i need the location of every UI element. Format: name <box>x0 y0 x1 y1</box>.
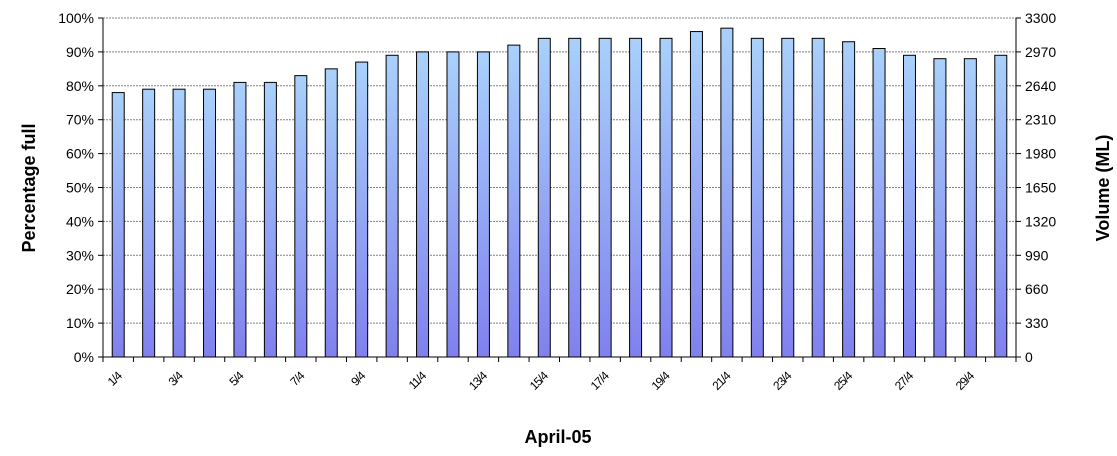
x-tick-label: 15/4 <box>527 368 552 393</box>
bar <box>172 88 186 358</box>
bar <box>203 88 217 358</box>
bar <box>416 51 430 358</box>
y-tick-label-right: 2640 <box>1025 78 1056 94</box>
x-tick-label: 21/4 <box>709 368 734 393</box>
bar <box>811 37 825 358</box>
x-tick-label: 25/4 <box>831 368 856 393</box>
x-tick-label: 27/4 <box>892 368 917 393</box>
bar <box>629 37 643 358</box>
y-tick-label-right: 0 <box>1025 349 1033 365</box>
bar <box>111 92 125 358</box>
bar <box>233 81 247 358</box>
bar <box>842 41 856 358</box>
y-tick-label-left: 40% <box>66 213 94 229</box>
bar <box>994 54 1008 358</box>
bar <box>750 37 764 358</box>
y-tick-label-right: 1650 <box>1025 180 1056 196</box>
bar <box>324 68 338 358</box>
bar <box>781 37 795 358</box>
bars <box>111 27 1008 358</box>
bar <box>446 51 460 358</box>
x-tick-label: 19/4 <box>649 368 674 393</box>
bar <box>902 54 916 358</box>
y-tick-label-left: 20% <box>66 281 94 297</box>
bar <box>476 51 490 358</box>
x-tick-label: 9/4 <box>348 368 369 389</box>
bar <box>933 58 947 358</box>
y-tick-label-right: 1980 <box>1025 146 1056 162</box>
y-tick-label-right: 2310 <box>1025 112 1056 128</box>
y-tick-label-right: 330 <box>1025 315 1049 331</box>
bar <box>142 88 156 358</box>
y-tick-label-left: 10% <box>66 315 94 331</box>
bar <box>294 75 308 358</box>
y-tick-label-right: 990 <box>1025 247 1049 263</box>
x-tick-label: 3/4 <box>166 368 187 389</box>
x-tick-label: 17/4 <box>588 368 613 393</box>
y-tick-label-right: 3300 <box>1025 10 1056 26</box>
x-axis-title: April-05 <box>524 427 591 447</box>
x-tick-label: 7/4 <box>287 368 308 389</box>
bar <box>507 44 521 358</box>
gridlines <box>103 17 1016 324</box>
y-axis-title-left: Percentage full <box>19 123 39 252</box>
y-tick-label-left: 50% <box>66 180 94 196</box>
bar <box>263 81 277 358</box>
x-tick-label: 29/4 <box>953 368 978 393</box>
y-tick-label-right: 660 <box>1025 281 1049 297</box>
x-tick-label: 1/4 <box>105 368 126 389</box>
y-tick-label-left: 30% <box>66 247 94 263</box>
y-tick-label-left: 60% <box>66 146 94 162</box>
bar <box>720 27 734 358</box>
y-tick-label-left: 0% <box>74 349 94 365</box>
bar <box>872 48 886 358</box>
y-tick-label-left: 100% <box>58 10 94 26</box>
y-tick-label-left: 70% <box>66 112 94 128</box>
y-axis-title-right: Volume (ML) <box>1093 135 1113 242</box>
bar <box>963 58 977 358</box>
bar <box>355 61 369 358</box>
bar <box>568 37 582 358</box>
x-tick-label: 5/4 <box>226 368 247 389</box>
bar <box>659 37 673 358</box>
bar <box>689 31 703 358</box>
bar <box>598 37 612 358</box>
bar <box>385 54 399 358</box>
x-tick-label: 11/4 <box>406 368 430 392</box>
bar <box>537 37 551 358</box>
y-tick-label-right: 2970 <box>1025 44 1056 60</box>
axes <box>98 17 1021 362</box>
x-tick-label: 23/4 <box>770 368 795 393</box>
y-tick-label-left: 90% <box>66 44 94 60</box>
y-tick-label-right: 1320 <box>1025 213 1056 229</box>
x-tick-label: 13/4 <box>466 368 491 393</box>
y-tick-label-left: 80% <box>66 78 94 94</box>
